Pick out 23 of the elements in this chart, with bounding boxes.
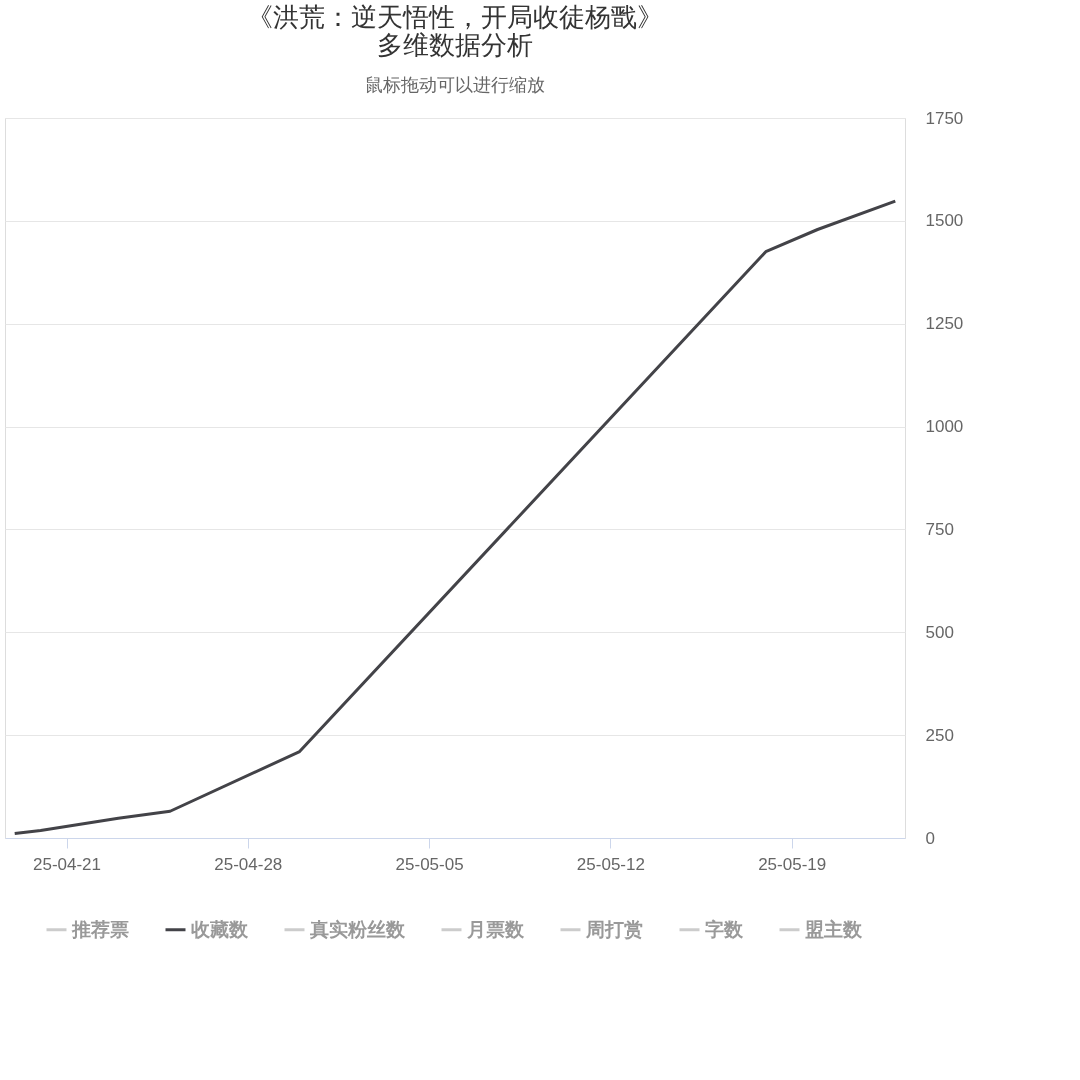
legend-label: 月票数 [466,918,525,940]
legend-label: 周打赏 [585,918,643,940]
y-tick-label: 0 [925,828,935,848]
x-tick-label: 25-05-05 [395,854,464,874]
y-tick-label: 500 [925,622,954,642]
y-tick-label: 1000 [925,417,964,437]
legend-label: 收藏数 [191,918,249,940]
x-tick-label: 25-04-21 [32,854,102,874]
legend-label: 真实粉丝数 [309,918,406,940]
chart-title: 《洪荒：逆天悟性，开局收徒杨戬》多维数据分析 [247,2,663,60]
y-tick-label: 1250 [925,314,964,334]
line-series [13,199,897,835]
x-tick-label: 25-05-19 [758,854,827,874]
y-tick-label: 1500 [925,211,964,231]
legend-label: 字数 [705,918,744,940]
y-tick-label: 250 [925,725,954,745]
y-tick-label: 750 [925,519,954,539]
x-tick-label: 25-05-12 [576,854,645,874]
y-tick-label: 1750 [925,108,964,128]
x-tick-label: 25-04-28 [214,854,283,874]
legend-label: 推荐票 [71,918,129,940]
legend-label: 盟主数 [805,918,863,940]
chart-subtitle: 鼠标拖动可以进行缩放 [365,75,545,95]
